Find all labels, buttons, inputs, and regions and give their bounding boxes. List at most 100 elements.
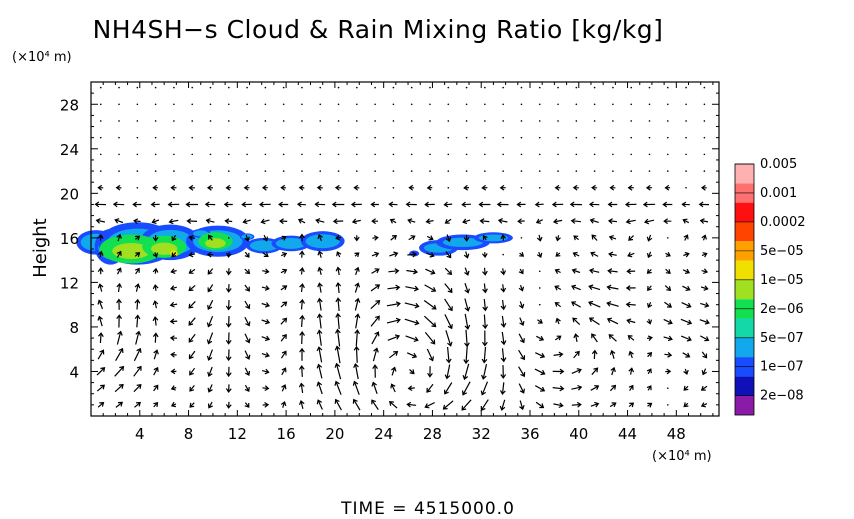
wind-vector <box>407 385 415 392</box>
wind-vector-dot <box>246 153 248 156</box>
wind-vector <box>351 218 361 225</box>
wind-vector <box>408 184 415 191</box>
wind-vector <box>554 285 562 291</box>
wind-vectors <box>94 86 710 412</box>
wind-vector <box>518 383 525 394</box>
wind-vector <box>462 218 471 225</box>
wind-vector <box>571 284 581 291</box>
wind-vector <box>204 201 216 208</box>
wind-vector <box>170 351 177 358</box>
wind-vector <box>189 367 196 376</box>
wind-vector <box>207 299 214 311</box>
wind-vector <box>500 348 507 363</box>
wind-vector <box>152 300 159 309</box>
wind-vector-dot <box>301 153 303 156</box>
wind-vector <box>316 313 323 329</box>
wind-vector <box>206 315 214 328</box>
wind-vector <box>480 399 489 412</box>
wind-vector <box>643 218 655 225</box>
wind-vector-dot <box>356 103 358 106</box>
wind-vector-dot <box>136 153 139 156</box>
wind-vector <box>334 345 341 364</box>
wind-vector <box>150 201 160 208</box>
wind-vector <box>97 349 105 360</box>
wind-vector-dot <box>429 136 431 139</box>
wind-vector <box>169 318 178 325</box>
wind-vector <box>298 382 305 393</box>
wind-vector <box>279 218 288 225</box>
wind-vector-dot <box>447 120 450 122</box>
wind-vector-dot <box>209 103 212 106</box>
wind-vector-dot <box>264 120 267 122</box>
wind-vector <box>609 349 616 359</box>
wind-vector-dot <box>630 170 633 172</box>
wind-vector-dot <box>173 153 175 156</box>
wind-vector-dot <box>429 170 431 172</box>
wind-vector-dot <box>538 153 541 156</box>
wind-vector <box>606 284 619 291</box>
colorbar-swatch <box>735 318 754 338</box>
wind-vector-dot <box>209 86 212 89</box>
wind-vector <box>116 314 122 328</box>
wind-vector-dot <box>301 103 303 106</box>
wind-vector <box>588 317 600 326</box>
x-tick-label: 20 <box>325 425 344 443</box>
wind-vector-dot <box>264 103 267 106</box>
wind-vector-dot <box>685 86 687 89</box>
wind-vector <box>683 251 690 258</box>
wind-vector <box>280 333 287 342</box>
wind-vector-dot <box>538 103 541 106</box>
colorbar-swatch <box>735 260 754 280</box>
wind-vector-dot <box>191 136 194 139</box>
wind-vector <box>444 382 453 395</box>
wind-vector-dot <box>703 153 706 156</box>
wind-vector-dot <box>520 237 523 239</box>
wind-vector-dot <box>136 86 139 89</box>
wind-vector <box>426 348 434 362</box>
wind-vector <box>482 314 489 330</box>
wind-vector-dot <box>520 136 523 139</box>
colorbar-swatch <box>735 221 754 242</box>
wind-vector <box>353 184 360 191</box>
wind-vector-dot <box>429 120 431 122</box>
wind-vector <box>496 201 509 208</box>
wind-vector-dot <box>520 86 523 89</box>
wind-vector <box>116 233 122 242</box>
wind-vector <box>444 298 453 312</box>
wind-vector <box>371 381 378 394</box>
x-tick-label: 8 <box>184 425 194 443</box>
wind-vector <box>405 285 420 292</box>
wind-vector <box>683 368 689 375</box>
wind-vector-dot <box>520 170 523 172</box>
y-axis-unit: (×10⁴ m) <box>12 50 72 65</box>
colorbar-label: 0.005 <box>760 157 797 172</box>
wind-vector-dot <box>465 120 468 122</box>
time-label: TIME = 4515000.0 <box>340 499 515 519</box>
wind-vector-dot <box>703 170 706 172</box>
wind-vector-dot <box>173 86 175 89</box>
wind-vector <box>681 201 690 208</box>
wind-vector <box>135 235 141 241</box>
wind-vector <box>518 366 526 378</box>
wind-vector-dot <box>374 153 376 156</box>
wind-vector <box>189 402 195 408</box>
wind-vector <box>552 218 563 225</box>
wind-vector <box>281 367 287 376</box>
wind-vector <box>170 385 177 391</box>
wind-vector <box>535 352 546 359</box>
wind-vector-dot <box>575 103 578 106</box>
wind-vector-dot <box>118 136 120 139</box>
wind-vector-dot <box>502 136 504 139</box>
x-tick-label: 28 <box>423 425 442 443</box>
wind-vector <box>682 285 691 291</box>
wind-vector <box>572 184 579 191</box>
wind-vector <box>405 201 417 208</box>
wind-vector-dot <box>301 136 303 139</box>
wind-vector-dot <box>557 170 559 172</box>
wind-vector <box>335 297 342 312</box>
y-tick-label: 28 <box>60 96 79 114</box>
wind-vector-dot <box>630 86 633 89</box>
wind-vector <box>591 333 598 343</box>
wind-vector <box>698 201 710 208</box>
wind-vector-dot <box>429 153 431 156</box>
